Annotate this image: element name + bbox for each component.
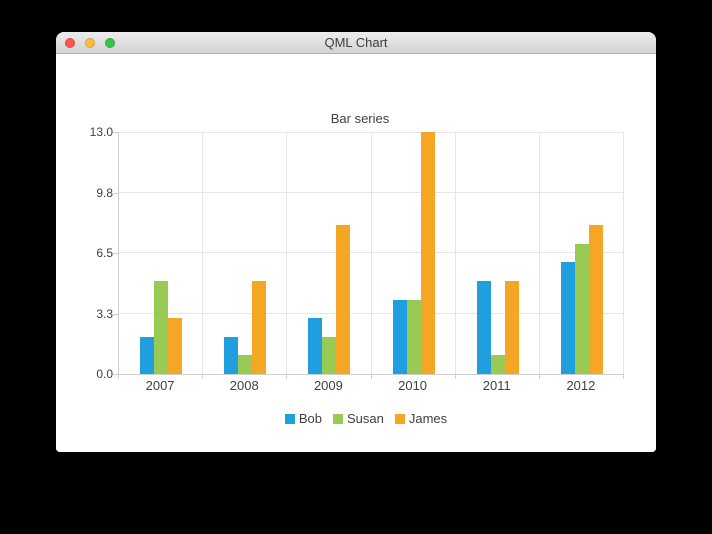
gridline-horizontal (119, 132, 624, 133)
x-axis-tick (623, 375, 624, 379)
x-axis-tick-label: 2011 (482, 378, 511, 393)
gridline-vertical (454, 132, 456, 374)
bar-susan-2010 (406, 299, 421, 374)
y-axis-tick (113, 313, 118, 315)
window-titlebar[interactable]: QML Chart (56, 32, 656, 54)
y-axis-tick-label: 6.5 (96, 246, 113, 260)
bar-bob-2011 (476, 280, 491, 374)
y-axis-tick-label: 0.0 (96, 367, 113, 381)
bar-susan-2012 (574, 243, 589, 374)
legend-marker-susan (332, 413, 343, 424)
chart-title: Bar series (330, 111, 390, 126)
gridline-horizontal (119, 252, 624, 253)
legend-item-susan: Susan (332, 411, 384, 426)
app-window: QML Chart Bar series 0.0 3.3 6.5 9.8 13.0 20… (56, 32, 656, 452)
y-axis-tick-label: 9.8 (96, 185, 113, 200)
zoom-button[interactable] (105, 37, 115, 48)
bar-james-2012 (588, 225, 603, 374)
y-axis-tick (113, 132, 118, 133)
gridline-vertical (370, 132, 372, 374)
legend-label: Bob (298, 411, 322, 426)
bar-bob-2010 (392, 299, 407, 374)
gridline-vertical (623, 132, 624, 374)
x-axis-tick-label: 2009 (313, 378, 343, 393)
bar-susan-2011 (490, 355, 505, 374)
gridline-vertical (286, 132, 288, 374)
minimize-button[interactable] (85, 37, 95, 48)
legend-label: Susan (346, 411, 384, 426)
gridline-horizontal (119, 312, 624, 314)
gridline-horizontal (119, 191, 624, 193)
window-controls (65, 37, 115, 48)
bar-susan-2007 (154, 280, 169, 374)
x-axis-tick-label: 2008 (229, 378, 259, 393)
bar-bob-2012 (560, 262, 575, 374)
bar-james-2011 (504, 280, 519, 374)
x-axis-tick-label: 2012 (566, 378, 596, 393)
x-axis-tick (538, 375, 540, 379)
bar-susan-2009 (322, 336, 337, 374)
y-axis-tick (113, 192, 118, 194)
legend-item-bob: Bob (284, 411, 322, 426)
gridline-vertical (538, 132, 540, 374)
y-axis-tick (113, 253, 118, 254)
legend-marker-bob (284, 413, 295, 424)
chart-view: Bar series 0.0 3.3 6.5 9.8 13.0 2007 2008 2009… (56, 54, 656, 452)
y-axis-tick (113, 374, 118, 375)
x-axis-tick (286, 375, 288, 379)
x-axis-tick (202, 375, 204, 379)
bar-james-2009 (336, 225, 351, 374)
bar-james-2007 (168, 318, 183, 374)
x-axis-tick (454, 375, 456, 379)
bar-bob-2009 (308, 318, 323, 374)
x-axis-tick (370, 375, 372, 379)
bar-james-2008 (252, 280, 267, 374)
bar-susan-2008 (238, 355, 253, 374)
legend-marker-james (394, 413, 405, 424)
gridline-vertical (202, 132, 204, 374)
x-axis-tick-label: 2010 (398, 378, 428, 393)
window-title: QML Chart (324, 35, 388, 50)
chart-legend: Bob Susan James (56, 411, 656, 426)
legend-item-james: James (394, 411, 448, 426)
x-axis-tick (118, 375, 119, 379)
bar-bob-2007 (140, 336, 155, 374)
bar-james-2010 (420, 132, 435, 374)
close-button[interactable] (65, 37, 75, 48)
x-axis-tick-label: 2007 (145, 378, 175, 393)
bar-bob-2008 (224, 336, 239, 374)
y-axis-tick-label: 13.0 (89, 125, 113, 139)
plot-area (118, 132, 624, 375)
legend-label: James (408, 411, 448, 426)
y-axis-tick-label: 3.3 (96, 306, 113, 321)
